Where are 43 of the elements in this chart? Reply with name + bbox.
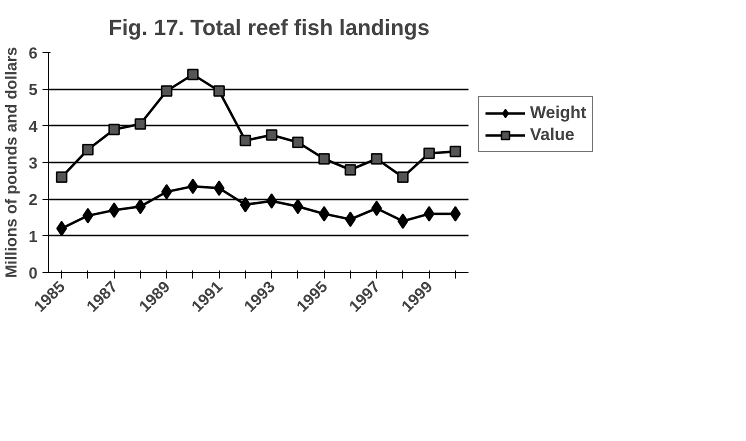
point [56,220,68,236]
chart-title: Fig. 17. Total reef fish landings [108,15,430,40]
point [450,146,462,158]
point [266,129,278,141]
point [82,208,94,224]
point [397,171,409,183]
point [82,144,94,156]
point [424,206,435,222]
y-tick-label: 6 [28,46,38,62]
point [371,200,382,216]
y-axis-title: Millions of pounds and dollars [4,46,21,278]
point [134,198,146,214]
point [344,212,356,228]
y-tick-label: 2 [28,192,38,210]
point [318,153,330,165]
point [266,193,278,209]
point [292,198,304,214]
point [240,196,251,212]
point [134,118,146,130]
point [56,171,68,183]
point [214,180,225,196]
point [397,213,408,229]
y-tick-label: 1 [28,228,38,246]
point [187,178,198,194]
point [161,184,172,200]
point [187,68,199,80]
y-tick-label: 0 [28,266,38,282]
point [318,206,330,222]
point [213,85,225,97]
point [108,202,120,218]
point [450,206,461,222]
point [160,85,172,97]
point [292,136,304,148]
y-tick-label: 4 [28,118,38,136]
y-tick-label: 3 [28,156,38,172]
legend-label: Value [530,125,574,145]
legend-label: Weight [530,103,586,123]
point [344,164,356,176]
point [240,134,252,146]
point [108,124,120,136]
point [370,153,382,165]
point [423,148,435,160]
y-tick-label: 5 [28,82,38,100]
